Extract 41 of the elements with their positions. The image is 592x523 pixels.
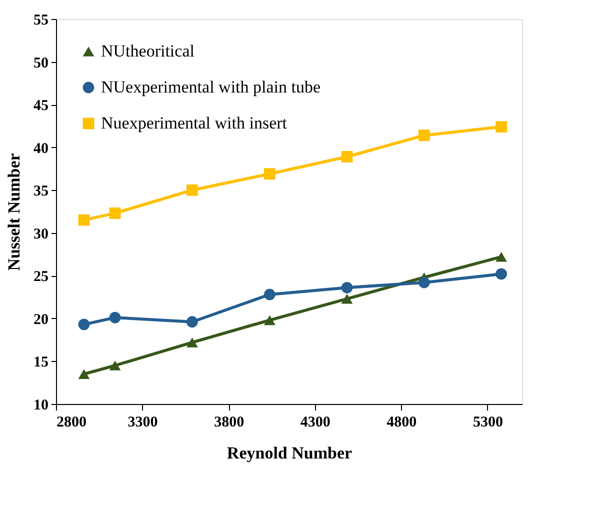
point [264,315,276,326]
point [264,168,276,180]
point [496,121,507,132]
point [109,208,121,219]
y-tick-label: 30 [34,226,48,242]
point [418,130,430,142]
x-tick-label: 5300 [472,414,503,430]
legend-label: NUexperimental with plain tube [101,78,321,96]
y-tick-label: 50 [34,55,48,72]
point [78,214,90,226]
x-tick-label: 3800 [214,414,244,430]
point [78,318,90,330]
point [496,268,507,280]
x-axis-title: Reynold Number [226,444,353,462]
point [341,282,353,294]
point [341,151,353,162]
y-tick-label: 40 [34,140,48,157]
point [186,184,198,196]
x-tick-label: 2800 [56,414,86,430]
point [186,337,198,348]
point [496,252,507,262]
y-axis-title: Nusselt Number [4,152,24,271]
point [264,288,276,300]
y-tick-label: 15 [34,354,48,371]
y-tick-label: 35 [34,184,48,200]
x-tick-label: 3300 [128,414,158,430]
legend-label: NUtheoritical [101,42,195,60]
legend-label: Nuexperimental with insert [101,114,288,132]
y-tick-label: 20 [34,312,48,328]
point [109,312,121,324]
point [418,276,430,288]
x-tick-label: 4800 [386,414,417,430]
y-tick-label: 10 [34,398,48,414]
point [109,360,121,370]
y-tick-label: 25 [34,269,48,286]
point [78,369,90,379]
point [341,294,353,304]
x-tick-label: 4300 [300,414,330,430]
y-tick-label: 55 [34,12,48,28]
y-tick-label: 45 [34,98,48,114]
point [186,316,198,328]
